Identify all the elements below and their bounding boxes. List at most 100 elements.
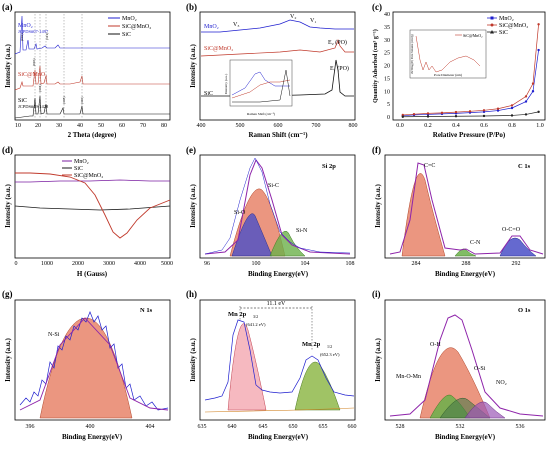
inset-b-ylabel: Intensity (a.u.) xyxy=(224,73,228,94)
panel-b-label: (b) xyxy=(186,2,197,12)
panel-f-xlabel: Binding Energy(eV) xyxy=(435,270,496,278)
svg-text:80: 80 xyxy=(161,123,167,129)
xps-o-label-3: O-Si xyxy=(474,366,486,372)
raman-e1: E₁ (PO) xyxy=(330,65,349,72)
panel-d: (d) MnO₂ SiC SiC@MnO₂ 0 1000 2000 3000 4… xyxy=(2,145,173,278)
svg-text:500: 500 xyxy=(236,123,245,129)
panel-b-ylabel: Intensity (a.u.) xyxy=(189,43,197,87)
raman-label-mno2: MnO₂ xyxy=(204,24,219,30)
svg-text:SiC@MnO₂: SiC@MnO₂ xyxy=(74,173,103,179)
c-ytick: 0 xyxy=(387,115,390,121)
panel-e: (e) Si 2p Si-C Si-O Si-N 96 100 104 108 … xyxy=(186,145,356,278)
svg-text:292: 292 xyxy=(512,261,521,267)
panel-g-frame xyxy=(14,299,171,421)
svg-text:400: 400 xyxy=(86,424,95,430)
isotherm-line-0 xyxy=(402,50,539,117)
c-ytick: 30 xyxy=(384,38,390,44)
panel-d-xlabel: H (Gauss) xyxy=(77,270,108,278)
svg-text:108: 108 xyxy=(346,261,355,267)
xps-n-label-1: N-Si xyxy=(48,332,60,338)
svg-text:532: 532 xyxy=(456,424,465,430)
panel-c-frame xyxy=(392,11,546,121)
panel-a-legend: MnO₂ SiC@MnO₂ SiC xyxy=(108,16,151,38)
panel-g-xticks: 396 400 404 xyxy=(26,424,155,430)
svg-text:40: 40 xyxy=(77,123,83,129)
panel-h-label: (h) xyxy=(186,289,197,299)
isotherm-point xyxy=(510,106,514,110)
svg-text:700: 700 xyxy=(312,123,321,129)
ref-a-1: MnO₂ xyxy=(18,23,33,29)
panel-b-inset xyxy=(229,59,293,107)
isotherm-point xyxy=(531,90,535,93)
svg-text:20: 20 xyxy=(35,123,41,129)
ref-a-3: SiC xyxy=(18,98,27,104)
isotherm-point xyxy=(426,115,430,118)
legend-a-2: SiC@MnO₂ xyxy=(122,24,151,30)
mn-2p12-value: (652.3 eV) xyxy=(320,352,340,357)
svg-text:655: 655 xyxy=(319,424,328,430)
isotherm-point xyxy=(401,113,404,117)
panel-c: (c) SiC@MnO₂ Pore Diameter (nm) dV/dlog(… xyxy=(372,2,546,139)
inset-c-xlabel: Pore Diameter (nm) xyxy=(434,73,463,77)
c-ytick: 5 xyxy=(387,102,390,108)
c-xtick: 0.4 xyxy=(452,123,460,129)
panel-g-xlabel: Binding Energy(eV) xyxy=(62,433,123,441)
xps-si-sio-peak xyxy=(231,213,273,257)
raman-mno2-curve xyxy=(201,19,354,33)
c-ytick: 20 xyxy=(384,64,390,70)
isotherm-point xyxy=(426,112,430,115)
split-energy: 11.1 eV xyxy=(267,301,286,307)
svg-text:SiC: SiC xyxy=(74,166,83,172)
xps-o-envelope xyxy=(389,314,544,417)
svg-text:396: 396 xyxy=(26,424,35,430)
svg-text:104: 104 xyxy=(301,261,310,267)
isotherm-point xyxy=(537,23,540,26)
panel-i-title: O 1s xyxy=(518,307,531,314)
inset-curve-2 xyxy=(231,79,291,99)
legend-a-1: MnO₂ xyxy=(122,16,137,22)
isotherm-point xyxy=(482,114,486,118)
panel-h-xticks: 635 640 645 650 655 660 xyxy=(198,424,357,430)
panel-f: (f) C 1s C=C C-N O-C=O 284 288 292 Bindi… xyxy=(372,145,546,278)
isotherm-point xyxy=(496,107,500,110)
panel-a-xlabel: 2 Theta (degree) xyxy=(68,131,117,139)
panel-b: (b) Raman Shift (cm⁻¹) Intensity (a.u.) … xyxy=(186,2,358,139)
panel-g-ylabel: Intensity (a.u.) xyxy=(4,337,12,381)
peak-a-label: (108) xyxy=(62,96,66,104)
peak-a-label: (111) xyxy=(45,32,49,40)
svg-text:400: 400 xyxy=(197,123,206,129)
isotherm-point xyxy=(468,110,472,113)
xps-si-label-1: Si-C xyxy=(268,183,279,189)
inset-c-curve xyxy=(415,35,481,73)
svg-text:284: 284 xyxy=(412,261,421,267)
svg-text:635: 635 xyxy=(198,424,207,430)
panel-c-legend: MnO₂ SiC@MnO₂ SiC xyxy=(487,16,528,36)
isotherm-line-1 xyxy=(402,24,539,116)
svg-text:650: 650 xyxy=(289,424,298,430)
svg-text:800: 800 xyxy=(349,123,358,129)
mn-2p12-label: Mn 2p xyxy=(302,341,321,348)
isotherm-point xyxy=(510,114,514,117)
raman-v1: V₁ xyxy=(310,18,316,24)
svg-text:660: 660 xyxy=(348,424,357,430)
panel-a: (a) MnO₂ SiC@MnO₂ SiC MnO₂ JCPDS#07-149 xyxy=(2,2,171,139)
xps-o-label-4: NO₂ xyxy=(496,380,507,386)
xps-si-envelope xyxy=(204,158,351,255)
svg-text:SiC: SiC xyxy=(499,30,508,36)
xps-n-raw xyxy=(19,311,169,411)
panel-f-xticks: 284 288 292 xyxy=(412,261,521,267)
panel-e-label: (e) xyxy=(186,145,196,155)
inset-curve-1 xyxy=(231,71,290,96)
panel-c-inset xyxy=(409,29,487,79)
isotherm-point xyxy=(401,115,404,118)
xps-mn-raw xyxy=(204,319,355,401)
panel-g-label: (g) xyxy=(2,289,13,299)
isotherm-point xyxy=(524,100,528,103)
panel-c-label: (c) xyxy=(372,2,382,12)
panel-h: (h) 11.1 eV Mn 2p 3/2 (641.2 eV) Mn 2p 1… xyxy=(186,289,357,441)
svg-text:5000: 5000 xyxy=(161,261,173,267)
panel-c-ylabel: Quantity Adsorbed (cm³ g⁻¹) xyxy=(372,29,379,103)
svg-text:3000: 3000 xyxy=(103,261,115,267)
inset-c-legend: SiC@MnO₂ xyxy=(463,33,483,38)
